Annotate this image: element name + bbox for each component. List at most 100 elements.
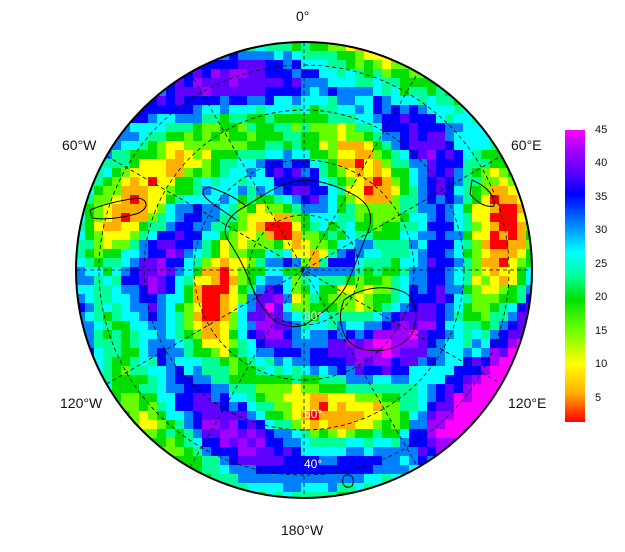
field-cell: [157, 186, 167, 196]
field-cell: [337, 132, 347, 142]
field-cell: [364, 258, 374, 268]
field-cell: [211, 114, 221, 124]
field-cell: [481, 186, 491, 196]
field-cell: [292, 186, 302, 196]
field-cell: [400, 177, 410, 187]
field-cell: [229, 348, 239, 358]
field-cell: [427, 276, 437, 286]
field-cell: [301, 348, 311, 358]
field-cell: [202, 195, 212, 205]
field-cell: [382, 186, 392, 196]
field-cell: [166, 303, 176, 313]
field-cell: [319, 42, 329, 52]
field-cell: [391, 366, 401, 376]
field-cell: [373, 258, 383, 268]
field-cell: [175, 123, 185, 133]
field-cell: [229, 240, 239, 250]
field-cell: [121, 393, 131, 403]
field-cell: [337, 465, 347, 475]
field-cell: [256, 339, 266, 349]
field-cell: [454, 240, 464, 250]
field-cell: [346, 420, 356, 430]
field-cell: [364, 438, 374, 448]
field-cell: [346, 429, 356, 439]
field-cell: [184, 348, 194, 358]
field-cell: [355, 456, 365, 466]
field-cell: [391, 123, 401, 133]
field-cell: [247, 312, 257, 322]
field-cell: [184, 195, 194, 205]
field-cell: [346, 330, 356, 340]
field-cell: [328, 177, 338, 187]
field-cell: [265, 96, 275, 106]
field-cell: [337, 141, 347, 151]
field-cell: [112, 348, 122, 358]
field-cell: [463, 411, 473, 421]
field-cell: [355, 339, 365, 349]
field-cell: [382, 384, 392, 394]
field-cell: [229, 438, 239, 448]
field-cell: [274, 186, 284, 196]
field-cell: [130, 222, 140, 232]
field-cell: [310, 393, 320, 403]
field-cell: [418, 123, 428, 133]
field-cell: [463, 384, 473, 394]
field-cell: [211, 159, 221, 169]
field-cell: [211, 267, 221, 277]
field-cell: [472, 384, 482, 394]
field-cell: [265, 195, 275, 205]
field-cell: [319, 78, 329, 88]
field-cell: [337, 429, 347, 439]
field-cell: [391, 357, 401, 367]
field-cell: [355, 69, 365, 79]
field-cell: [265, 348, 275, 358]
field-cell: [283, 393, 293, 403]
field-cell: [274, 150, 284, 160]
field-cell: [247, 483, 257, 493]
field-cell: [526, 240, 532, 250]
field-cell: [445, 231, 455, 241]
field-cell: [211, 105, 221, 115]
field-cell: [409, 159, 419, 169]
field-cell: [373, 438, 383, 448]
field-cell: [256, 69, 266, 79]
field-cell: [454, 276, 464, 286]
field-cell: [175, 285, 185, 295]
field-cell: [256, 411, 266, 421]
colorbar-tick-15: 15: [595, 325, 608, 337]
field-cell: [364, 69, 374, 79]
field-cell: [418, 411, 428, 421]
field-cell: [364, 78, 374, 88]
field-cell: [409, 357, 419, 367]
field-cell: [76, 339, 86, 349]
field-cell: [409, 105, 419, 115]
field-cell: [184, 339, 194, 349]
field-cell: [391, 222, 401, 232]
field-cell: [184, 159, 194, 169]
field-cell: [283, 483, 293, 493]
field-cell: [373, 222, 383, 232]
field-cell: [409, 132, 419, 142]
field-cell: [274, 429, 284, 439]
field-cell: [364, 222, 374, 232]
field-cell: [220, 114, 230, 124]
field-cell: [184, 429, 194, 439]
field-cell: [265, 429, 275, 439]
field-cell: [238, 168, 248, 178]
field-cell: [112, 276, 122, 286]
field-cell: [283, 51, 293, 61]
field-cell: [220, 96, 230, 106]
field-cell: [112, 303, 122, 313]
field-cell: [337, 456, 347, 466]
field-cell: [490, 168, 500, 178]
field-cell: [103, 312, 113, 322]
field-cell: [301, 447, 311, 457]
field-cell: [355, 60, 365, 70]
field-cell: [256, 231, 266, 241]
field-cell: [445, 321, 455, 331]
field-cell: [184, 276, 194, 286]
field-cell: [193, 96, 203, 106]
field-cell: [274, 393, 284, 403]
field-cell: [400, 213, 410, 223]
field-cell: [103, 258, 113, 268]
